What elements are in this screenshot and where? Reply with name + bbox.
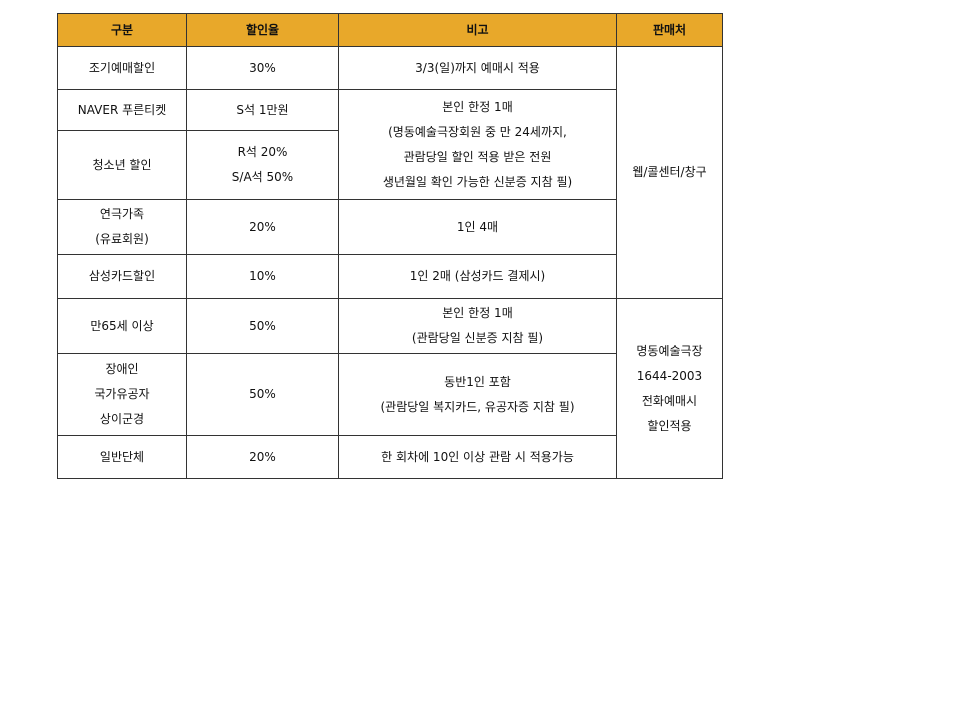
table-row: 만65세 이상 50% 본인 한정 1매 (관람당일 신분증 지참 필) 명동예… [57, 298, 723, 479]
header-note: 비고 [338, 13, 617, 47]
table-row: 연극가족 (유료회원) 20% 1인 4매 [57, 199, 723, 255]
note-cell: 1인 2매 (삼성카드 결제시) [338, 254, 617, 299]
category-cell: 만65세 이상 [57, 298, 187, 354]
note-cell: 한 회차에 10인 이상 관람 시 적용가능 [338, 435, 617, 479]
rate-cell: 20% [186, 199, 339, 255]
table-row: 장애인 국가유공자 상이군경 50% 동반1인 포함 (관람당일 복지카드, 유… [57, 353, 723, 436]
note-cell: 본인 한정 1매 (명동예술극장회원 중 만 24세까지, 관람당일 할인 적용… [338, 89, 617, 200]
category-cell: 조기예매할인 [57, 46, 187, 90]
note-cell: 본인 한정 1매 (관람당일 신분증 지참 필) [338, 298, 617, 354]
rate-cell: 20% [186, 435, 339, 479]
category-cell: 연극가족 (유료회원) [57, 199, 187, 255]
category-cell: 청소년 할인 [57, 130, 187, 200]
rate-cell: 50% [186, 353, 339, 436]
table-row: 삼성카드할인 10% 1인 2매 (삼성카드 결제시) [57, 254, 723, 299]
rate-cell: 50% [186, 298, 339, 354]
vendor-cell: 명동예술극장 1644-2003 전화예매시 할인적용 [616, 298, 723, 479]
vendor-cell: 웹/콜센터/창구 [616, 46, 723, 299]
note-cell: 동반1인 포함 (관람당일 복지카드, 유공자증 지참 필) [338, 353, 617, 436]
note-cell: 3/3(일)까지 예매시 적용 [338, 46, 617, 90]
header-row: 구분 할인율 비고 판매처 [57, 13, 723, 47]
category-cell: 일반단체 [57, 435, 187, 479]
rate-cell: 30% [186, 46, 339, 90]
rate-cell: 10% [186, 254, 339, 299]
table-row: 조기예매할인 30% 3/3(일)까지 예매시 적용 웹/콜센터/창구 [57, 46, 723, 299]
rate-cell: S석 1만원 [186, 89, 339, 131]
header-category: 구분 [57, 13, 187, 47]
discount-table: 구분 할인율 비고 판매처 조기예매할인 30% 3/3(일)까지 예매시 적용… [57, 13, 723, 479]
note-cell: 1인 4매 [338, 199, 617, 255]
header-vendor: 판매처 [616, 13, 723, 47]
table-row: 청소년 할인 R석 20% S/A석 50% [57, 130, 723, 200]
category-cell: 삼성카드할인 [57, 254, 187, 299]
rate-cell: R석 20% S/A석 50% [186, 130, 339, 200]
table-row: 일반단체 20% 한 회차에 10인 이상 관람 시 적용가능 [57, 435, 723, 479]
header-rate: 할인율 [186, 13, 339, 47]
category-cell: NAVER 푸른티켓 [57, 89, 187, 131]
category-cell: 장애인 국가유공자 상이군경 [57, 353, 187, 436]
table-row: NAVER 푸른티켓 S석 1만원 본인 한정 1매 (명동예술극장회원 중 만… [57, 89, 723, 200]
